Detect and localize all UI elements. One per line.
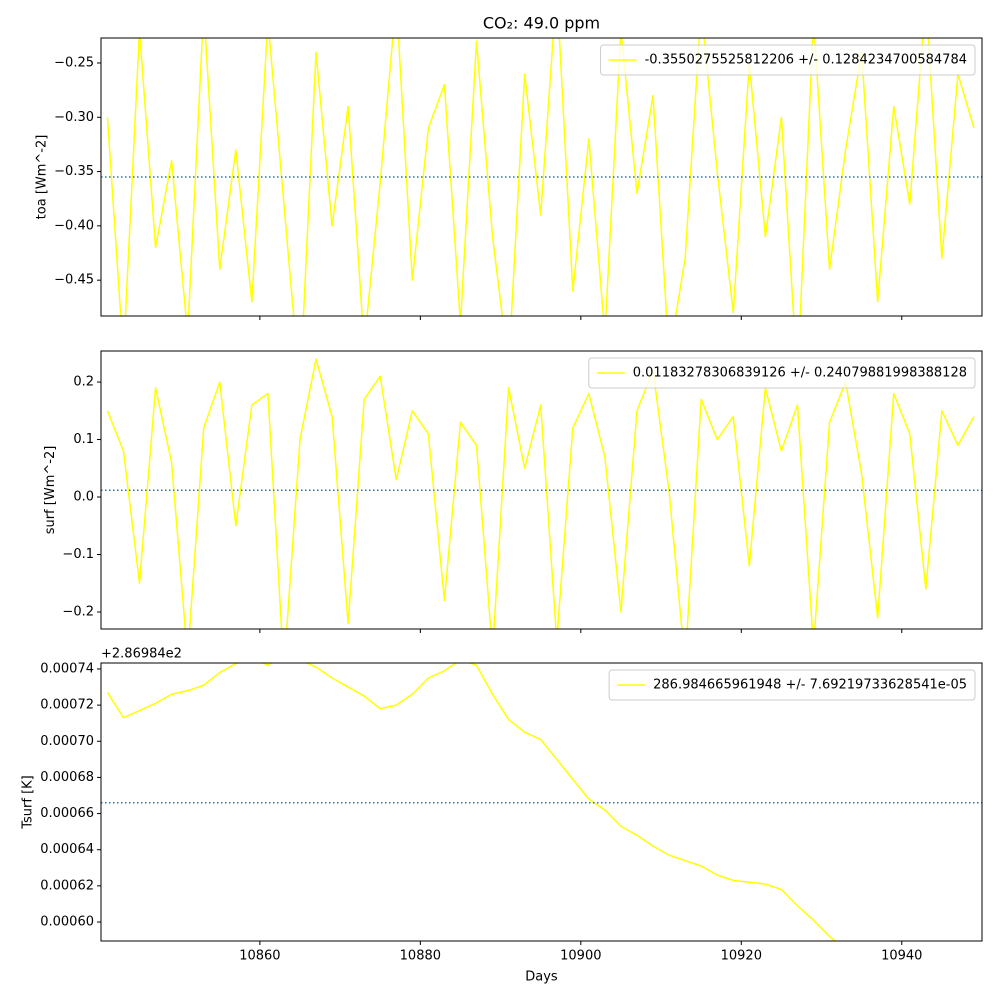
y-tick-label: 0.00064	[40, 842, 94, 857]
y-tick-label: −0.25	[54, 55, 94, 70]
y-tick-label: 0.00068	[40, 770, 94, 785]
y-tick-label: −0.30	[54, 110, 94, 125]
plot-area	[101, 38, 982, 316]
y-tick-label: 0.00066	[40, 806, 94, 821]
chart-title: CO₂: 49.0 ppm	[483, 14, 600, 33]
y-tick-label: −0.45	[54, 273, 94, 288]
y-axis-label: Tsurf [K]	[21, 775, 36, 830]
x-tick-label: 10860	[239, 949, 280, 964]
axes-frame	[100, 662, 983, 942]
x-tick-label: 10900	[560, 949, 601, 964]
data-line	[106, 38, 975, 316]
offset-text: +2.86984e2	[101, 647, 182, 662]
legend-box	[588, 357, 976, 389]
axes-frame	[100, 350, 983, 630]
data-line	[106, 358, 975, 629]
legend-label: 0.01183278306839126 +/- 0.24079881998388…	[633, 366, 967, 381]
legend: -0.3550275525812206 +/- 0.12842347005847…	[600, 44, 976, 76]
y-tick-label: 0.1	[73, 432, 94, 447]
x-axis-label: Days	[525, 970, 558, 985]
legend-label: 286.984665961948 +/- 7.69219733628541e-0…	[653, 678, 967, 693]
legend-box	[608, 669, 976, 701]
y-tick-label: 0.00072	[40, 698, 94, 713]
legend: 0.01183278306839126 +/- 0.24079881998388…	[588, 357, 976, 389]
plot-area	[101, 358, 982, 629]
x-tick-label: 10940	[881, 949, 922, 964]
y-axis-label: toa [Wm^-2]	[35, 135, 50, 220]
data-line	[106, 663, 837, 941]
legend-box	[600, 44, 976, 76]
y-tick-label: 0.00070	[40, 734, 94, 749]
y-tick-label: 0.00074	[40, 661, 94, 676]
y-tick-label: −0.40	[54, 218, 94, 233]
y-tick-label: 0.2	[73, 375, 94, 390]
plot-area	[101, 663, 982, 941]
y-axis-label: surf [Wm^-2]	[43, 446, 58, 535]
y-tick-label: −0.35	[54, 164, 94, 179]
legend-label: -0.3550275525812206 +/- 0.12842347005847…	[645, 53, 967, 68]
y-tick-label: 0.0	[73, 490, 94, 505]
y-tick-label: 0.00062	[40, 878, 94, 893]
x-tick-label: 10880	[400, 949, 441, 964]
legend: 286.984665961948 +/- 7.69219733628541e-0…	[608, 669, 976, 701]
y-tick-label: 0.00060	[40, 915, 94, 930]
x-tick-label: 10920	[721, 949, 762, 964]
axes-frame	[100, 37, 983, 317]
y-tick-label: −0.1	[62, 547, 94, 562]
y-tick-label: −0.2	[62, 604, 94, 619]
